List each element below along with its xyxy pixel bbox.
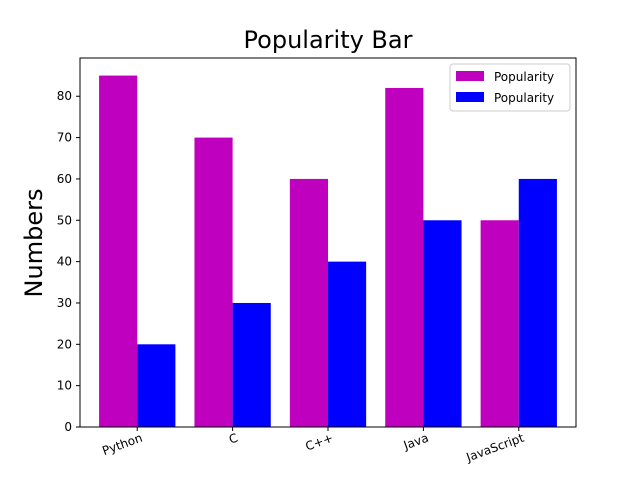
x-axis: Python C C++ Java JavaScript: [100, 427, 526, 465]
y-tick-label: 20: [57, 337, 72, 351]
legend-swatch: [456, 92, 484, 102]
legend-label: Popularity: [494, 70, 554, 84]
y-tick-label: 80: [57, 89, 72, 103]
x-tick-label: C++: [303, 431, 335, 454]
bar-python-series-2: [137, 344, 176, 427]
bar-c-series-2: [328, 261, 367, 427]
y-tick-label: 10: [57, 379, 72, 393]
y-axis: 0 10 20 30 40 50 60 70 80: [57, 89, 80, 434]
y-tick-label: 60: [57, 172, 72, 186]
legend-swatch: [456, 71, 484, 81]
x-tick-label: JavaScript: [464, 431, 527, 465]
y-tick-label: 50: [57, 213, 72, 227]
bar-python-series-1: [99, 75, 138, 428]
y-tick-label: 40: [57, 255, 72, 269]
bar-java-series-1: [385, 87, 424, 427]
y-tick-label: 30: [57, 296, 72, 310]
y-tick-label: 70: [57, 131, 72, 145]
x-tick-label: Python: [100, 431, 144, 458]
plot-frame: [79, 57, 577, 428]
bar-javascript-series-1: [480, 220, 519, 427]
bar-java-series-2: [423, 220, 462, 427]
y-axis-label: Numbers: [20, 189, 48, 298]
y-tick-label: 0: [64, 420, 72, 434]
bar-c-series-1: [289, 178, 328, 427]
bar-c-series-2: [232, 302, 271, 427]
chart-title: Popularity Bar: [244, 26, 413, 54]
bars-group: [99, 75, 557, 428]
x-tick-label: C: [227, 431, 240, 447]
legend-label: Popularity: [494, 91, 554, 105]
bar-c-series-1: [194, 137, 233, 427]
x-tick-label: Java: [401, 431, 431, 453]
legend: Popularity Popularity: [449, 63, 571, 112]
bar-javascript-series-2: [518, 178, 557, 427]
